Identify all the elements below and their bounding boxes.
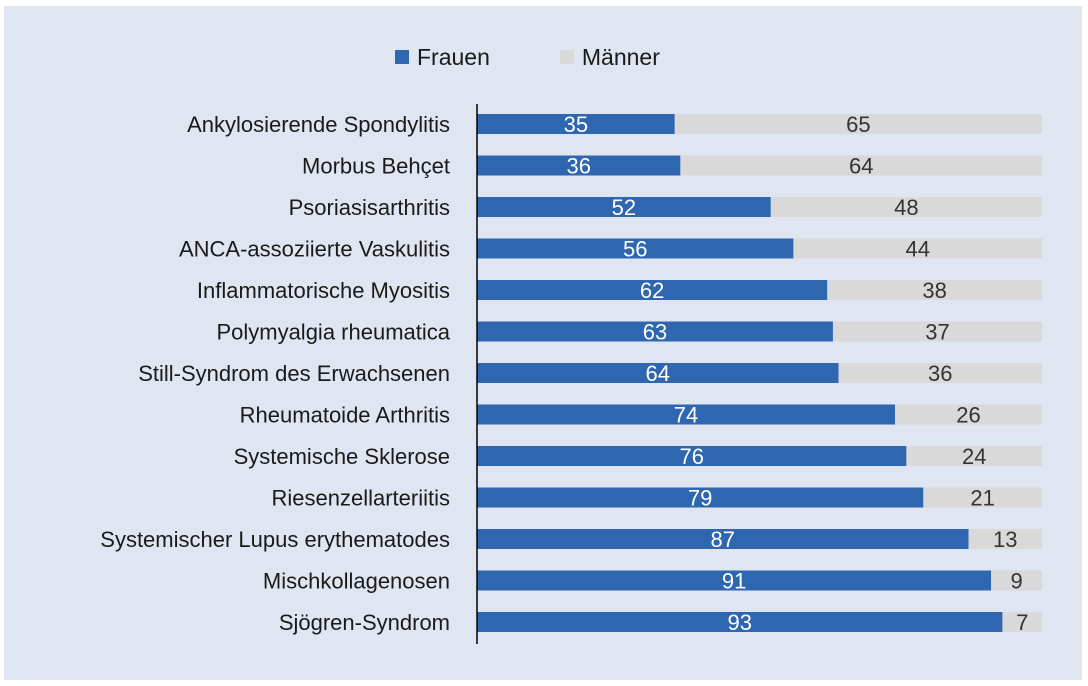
bar-maenner-systemischer-lupus-erythematodes (968, 529, 1042, 549)
data-label-frauen-psoriasisarthritis: 52 (612, 195, 636, 220)
legend-swatch-frauen (395, 50, 409, 64)
bar-maenner-rheumatoide-arthritis (895, 404, 1042, 425)
bar-maenner-riesenzellarteriitis (923, 487, 1042, 508)
data-label-maenner-mischkollagenosen: 9 (1010, 569, 1022, 594)
bar-frauen-anca-assoziierte-vaskulitis (477, 238, 794, 259)
data-label-frauen-systemische-sklerose: 76 (679, 444, 703, 469)
bar-maenner-morbus-beh-et (680, 155, 1042, 176)
data-label-frauen-riesenzellarteriitis: 79 (688, 486, 712, 511)
bar-frauen-mischkollagenosen (477, 570, 992, 591)
legend: Frauen Männer (395, 42, 730, 72)
data-label-maenner-systemischer-lupus-erythematodes: 13 (993, 527, 1017, 552)
data-label-maenner-riesenzellarteriitis: 21 (970, 486, 994, 511)
bar-maenner-polymyalgia-rheumatica (832, 321, 1042, 342)
data-label-maenner-ankylosierende-spondylitis: 65 (846, 112, 870, 137)
data-label-maenner-still-syndrom-des-erwachsenen: 36 (928, 361, 952, 386)
data-label-maenner-systemische-sklerose: 24 (962, 444, 986, 469)
data-label-frauen-anca-assoziierte-vaskulitis: 56 (623, 237, 647, 262)
data-label-frauen-morbus-beh-et: 36 (566, 154, 590, 179)
category-label-systemischer-lupus-erythematodes: Systemischer Lupus erythematodes (100, 527, 450, 552)
bar-frauen-polymyalgia-rheumatica (477, 321, 833, 342)
data-label-maenner-morbus-beh-et: 64 (849, 154, 873, 179)
bar-maenner-systemische-sklerose (906, 446, 1042, 466)
category-label-systemische-sklerose: Systemische Sklerose (234, 444, 450, 469)
legend-swatch-maenner (559, 50, 574, 64)
category-label-anca-assoziierte-vaskulitis: ANCA-assoziierte Vaskulitis (179, 237, 450, 262)
data-label-frauen-polymyalgia-rheumatica: 63 (643, 320, 667, 345)
bar-frauen-sj-gren-syndrom (477, 612, 1003, 632)
bar-frauen-psoriasisarthritis (477, 197, 771, 217)
category-label-still-syndrom-des-erwachsenen: Still-Syndrom des Erwachsenen (138, 361, 450, 386)
data-label-frauen-inflammatorische-myositis: 62 (640, 278, 664, 303)
data-label-maenner-psoriasisarthritis: 48 (894, 195, 918, 220)
bar-frauen-systemische-sklerose (477, 446, 907, 466)
data-label-maenner-inflammatorische-myositis: 38 (922, 278, 946, 303)
bar-frauen-systemischer-lupus-erythematodes (477, 529, 969, 549)
category-label-ankylosierende-spondylitis: Ankylosierende Spondylitis (187, 112, 450, 137)
category-label-sj-gren-syndrom: Sjögren-Syndrom (279, 610, 450, 635)
category-label-morbus-beh-et: Morbus Behçet (302, 154, 450, 179)
category-label-mischkollagenosen: Mischkollagenosen (263, 569, 450, 594)
legend-label-maenner: Männer (581, 43, 660, 70)
bar-maenner-still-syndrom-des-erwachsenen (838, 363, 1042, 383)
bar-frauen-still-syndrom-des-erwachsenen (477, 363, 839, 383)
data-label-frauen-ankylosierende-spondylitis: 35 (564, 112, 588, 137)
bar-frauen-inflammatorische-myositis (477, 280, 828, 300)
bar-maenner-mischkollagenosen (991, 570, 1042, 591)
legend-label-frauen: Frauen (417, 43, 490, 70)
category-label-rheumatoide-arthritis: Rheumatoide Arthritis (240, 403, 450, 428)
category-label-riesenzellarteriitis: Riesenzellarteriitis (271, 486, 450, 511)
data-label-maenner-sj-gren-syndrom: 7 (1016, 610, 1028, 635)
data-label-maenner-rheumatoide-arthritis: 26 (956, 403, 980, 428)
data-label-frauen-rheumatoide-arthritis: 74 (674, 403, 698, 428)
data-label-frauen-sj-gren-syndrom: 93 (727, 610, 751, 635)
category-label-inflammatorische-myositis: Inflammatorische Myositis (197, 278, 450, 303)
data-label-maenner-anca-assoziierte-vaskulitis: 44 (905, 237, 929, 262)
data-label-frauen-still-syndrom-des-erwachsenen: 64 (646, 361, 670, 386)
category-label-psoriasisarthritis: Psoriasisarthritis (289, 195, 450, 220)
legend-item-frauen: Frauen (395, 44, 490, 71)
bar-frauen-morbus-beh-et (477, 155, 681, 176)
data-label-maenner-polymyalgia-rheumatica: 37 (925, 320, 949, 345)
bar-maenner-psoriasisarthritis (770, 197, 1042, 217)
data-label-frauen-systemischer-lupus-erythematodes: 87 (711, 527, 735, 552)
bar-maenner-ankylosierende-spondylitis (674, 114, 1042, 134)
bar-frauen-rheumatoide-arthritis (477, 404, 896, 425)
bar-maenner-sj-gren-syndrom (1002, 612, 1042, 632)
bar-maenner-inflammatorische-myositis (827, 280, 1042, 300)
bar-frauen-riesenzellarteriitis (477, 487, 924, 508)
bar-maenner-anca-assoziierte-vaskulitis (793, 238, 1042, 259)
legend-item-maenner: Männer (559, 43, 660, 71)
data-label-frauen-mischkollagenosen: 91 (722, 569, 746, 594)
bar-frauen-ankylosierende-spondylitis (477, 114, 675, 134)
category-label-polymyalgia-rheumatica: Polymyalgia rheumatica (216, 320, 450, 345)
